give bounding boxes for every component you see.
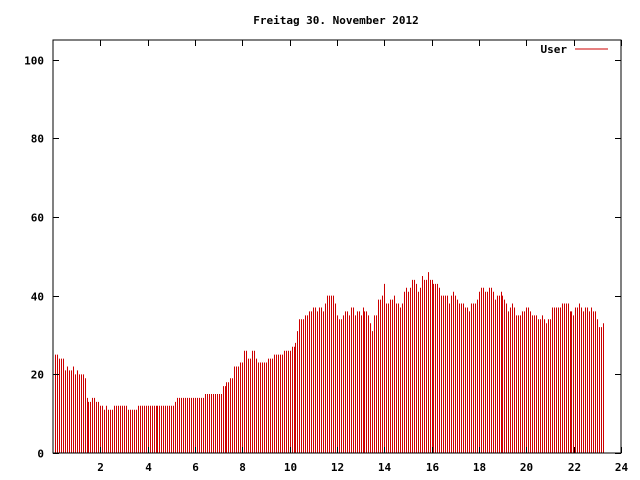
y-tick-label: 20 bbox=[31, 369, 44, 382]
y-tick-label: 80 bbox=[31, 133, 44, 146]
x-tick-label: 2 bbox=[97, 461, 104, 474]
x-tick-label: 16 bbox=[426, 461, 440, 474]
x-axis: 2 4 6 8 10 12 14 16 18 20 22 24 bbox=[97, 40, 628, 474]
bars-group bbox=[55, 272, 604, 453]
x-tick-label: 14 bbox=[378, 461, 392, 474]
x-tick-label: 22 bbox=[568, 461, 581, 474]
x-tick-label: 6 bbox=[192, 461, 199, 474]
y-tick-label: 60 bbox=[31, 212, 44, 225]
x-tick-label: 4 bbox=[145, 461, 152, 474]
legend: User bbox=[541, 43, 608, 56]
x-tick-label: 12 bbox=[331, 461, 344, 474]
x-tick-label: 24 bbox=[615, 461, 629, 474]
y-tick-label: 0 bbox=[37, 448, 44, 461]
x-tick-label: 18 bbox=[473, 461, 486, 474]
y-tick-label: 40 bbox=[31, 291, 44, 304]
legend-label: User bbox=[541, 43, 568, 56]
x-tick-label: 20 bbox=[520, 461, 533, 474]
chart-title: Freitag 30. November 2012 bbox=[253, 14, 419, 27]
y-tick-label: 100 bbox=[24, 55, 44, 68]
y-axis: 0 20 40 60 80 100 bbox=[24, 55, 621, 461]
x-tick-label: 8 bbox=[239, 461, 246, 474]
x-tick-label: 10 bbox=[284, 461, 297, 474]
